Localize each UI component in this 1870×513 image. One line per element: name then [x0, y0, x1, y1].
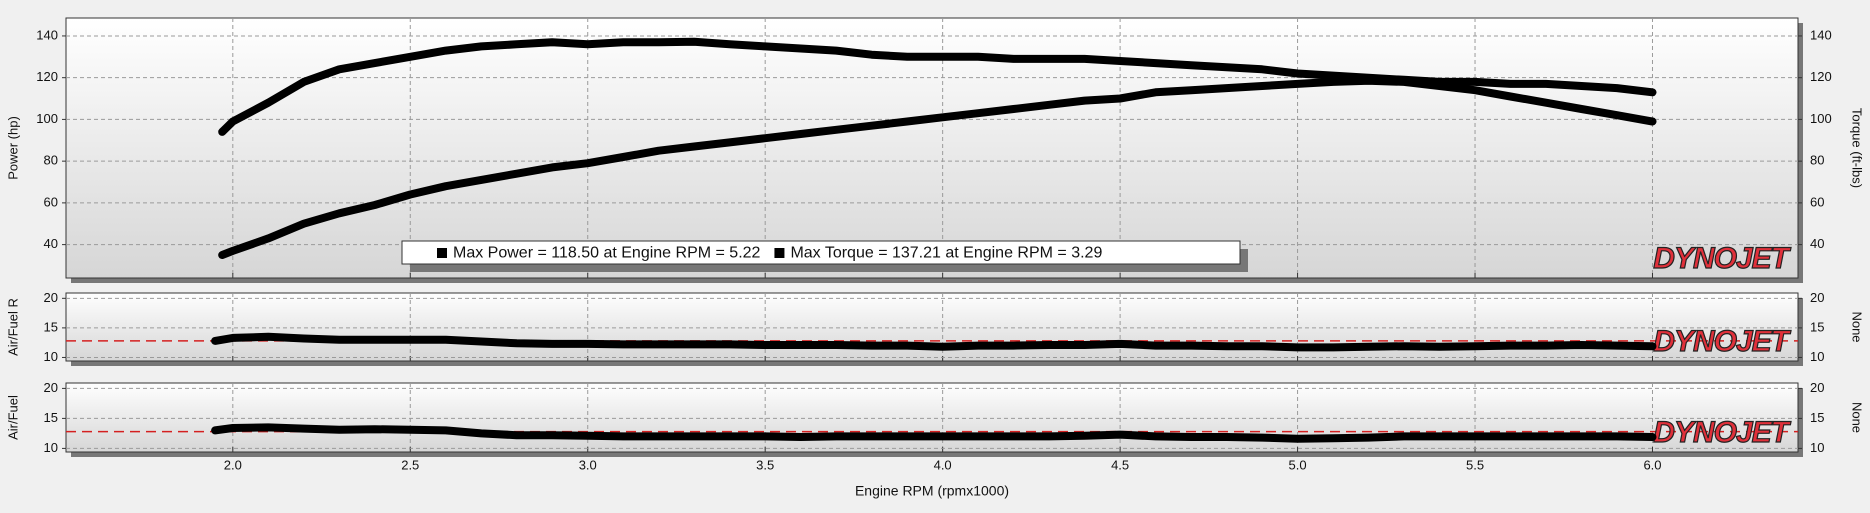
- watermark: DYNOJET: [1653, 242, 1791, 275]
- y-tick-label: 80: [44, 153, 58, 168]
- x-tick-label: 3.0: [579, 457, 597, 472]
- data-line: [211, 332, 1657, 352]
- legend-marker: [774, 248, 785, 258]
- y-tick-label: 10: [44, 440, 58, 455]
- y2-tick-label: 20: [1810, 380, 1824, 395]
- y-tick-label: 20: [44, 380, 58, 395]
- y-axis-title: Air/Fuel: [5, 395, 20, 440]
- y-tick-label: 10: [44, 349, 58, 364]
- watermark: DYNOJET: [1653, 416, 1791, 449]
- legend-label: Max Power = 118.50 at Engine RPM = 5.22: [453, 245, 761, 262]
- x-tick-label: 2.0: [224, 457, 242, 472]
- y-tick-label: 40: [44, 236, 58, 251]
- y2-tick-label: 20: [1810, 290, 1824, 305]
- x-tick-label: 5.5: [1466, 457, 1484, 472]
- legend-marker: [437, 248, 447, 258]
- x-tick-label: 5.0: [1289, 457, 1307, 472]
- y-tick-label: 20: [44, 290, 58, 305]
- y2-tick-label: 80: [1810, 153, 1824, 168]
- y2-tick-label: 100: [1810, 111, 1832, 126]
- y-tick-label: 100: [36, 111, 58, 126]
- y-tick-label: 60: [44, 194, 58, 209]
- x-tick-label: 3.5: [756, 457, 774, 472]
- y2-tick-label: 10: [1810, 349, 1824, 364]
- plot-area: [65, 292, 1799, 362]
- y2-tick-label: 140: [1810, 27, 1832, 42]
- x-tick-label: 6.0: [1643, 457, 1661, 472]
- data-line: [218, 37, 1657, 136]
- y-tick-label: 140: [36, 27, 58, 42]
- y2-tick-label: 60: [1810, 194, 1824, 209]
- plot-area: [65, 17, 1799, 279]
- x-tick-label: 4.0: [934, 457, 952, 472]
- y2-tick-label: 40: [1810, 236, 1824, 251]
- y2-axis-title: None: [1850, 311, 1865, 342]
- watermark: DYNOJET: [1653, 325, 1791, 358]
- x-axis-title: Engine RPM (rpmx1000): [855, 483, 1009, 499]
- x-tick-label: 2.5: [401, 457, 419, 472]
- x-tick-label: 4.5: [1111, 457, 1129, 472]
- legend-box: [401, 240, 1241, 265]
- y-tick-label: 15: [44, 319, 58, 334]
- y-axis-title: Power (hp): [5, 116, 20, 180]
- legend: Max Power = 118.50 at Engine RPM = 5.22 M…: [401, 240, 1248, 272]
- y2-axis-title: Torque (ft-lbs): [1850, 108, 1865, 188]
- plot-area: [65, 382, 1799, 453]
- data-line: [211, 423, 1657, 443]
- y2-tick-label: 15: [1810, 410, 1824, 425]
- y2-tick-label: 15: [1810, 319, 1824, 334]
- y2-tick-label: 10: [1810, 440, 1824, 455]
- y-tick-label: 120: [36, 69, 58, 84]
- legend-label: Max Torque = 137.21 at Engine RPM = 3.29: [790, 245, 1102, 262]
- y2-axis-title: None: [1850, 402, 1865, 433]
- y2-tick-label: 120: [1810, 69, 1832, 84]
- y-axis-title: Air/Fuel R: [5, 298, 20, 356]
- y-tick-label: 15: [44, 410, 58, 425]
